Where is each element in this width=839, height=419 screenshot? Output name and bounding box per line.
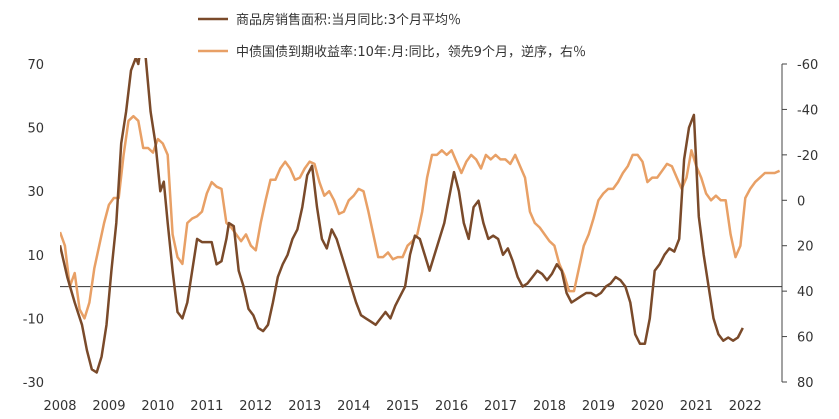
x-tick-label: 2015	[386, 399, 419, 414]
left-y-axis: 70 50 30 10 -10 -30	[23, 58, 44, 391]
x-tick-label: 2020	[631, 399, 664, 414]
legend: 商品房销售面积:当月同比:3个月平均％ 中债国债到期收益率:10年:月:同比，领先…	[198, 12, 586, 60]
right-tick-label: 20	[797, 240, 814, 255]
x-tick-label: 2021	[680, 399, 713, 414]
right-tick-label: 40	[797, 285, 814, 300]
x-tick-label: 2011	[190, 399, 223, 414]
series-line-1	[60, 58, 744, 374]
series-line-2	[60, 114, 781, 320]
right-tick-label: 80	[797, 376, 814, 391]
x-tick-label: 2012	[239, 399, 272, 414]
right-tick-label: 0	[797, 194, 805, 209]
x-tick-label: 2008	[43, 399, 76, 414]
legend-label-1: 商品房销售面积:当月同比:3个月平均％	[236, 12, 461, 28]
series-layer	[60, 58, 781, 374]
left-tick-label: 30	[27, 185, 44, 200]
right-tick-label: -40	[797, 103, 818, 118]
left-tick-label: 10	[27, 249, 44, 264]
left-tick-label: 50	[27, 122, 44, 137]
x-tick-label: 2016	[435, 399, 468, 414]
x-tick-label: 2013	[288, 399, 321, 414]
x-tick-label: 2009	[92, 399, 125, 414]
x-tick-label: 2014	[337, 399, 370, 414]
x-tick-label: 2022	[729, 399, 762, 414]
left-tick-label: -30	[23, 376, 44, 391]
right-tick-label: -60	[797, 58, 818, 73]
x-tick-label: 2019	[582, 399, 615, 414]
left-tick-label: 70	[27, 58, 44, 73]
right-tick-label: 60	[797, 331, 814, 346]
x-axis: 2008 2009 2010 2011 2012 2013 2014 2015 2016 2017…	[43, 399, 761, 414]
left-tick-label: -10	[23, 312, 44, 327]
x-tick-label: 2017	[484, 399, 517, 414]
legend-label-2: 中债国债到期收益率:10年:月:同比，领先9个月，逆序，右％	[236, 44, 586, 60]
x-tick-label: 2018	[533, 399, 566, 414]
right-y-axis: -60 -40 -20 0 20 40 60 80	[781, 58, 818, 391]
right-tick-label: -20	[797, 149, 818, 164]
x-tick-label: 2010	[141, 399, 174, 414]
